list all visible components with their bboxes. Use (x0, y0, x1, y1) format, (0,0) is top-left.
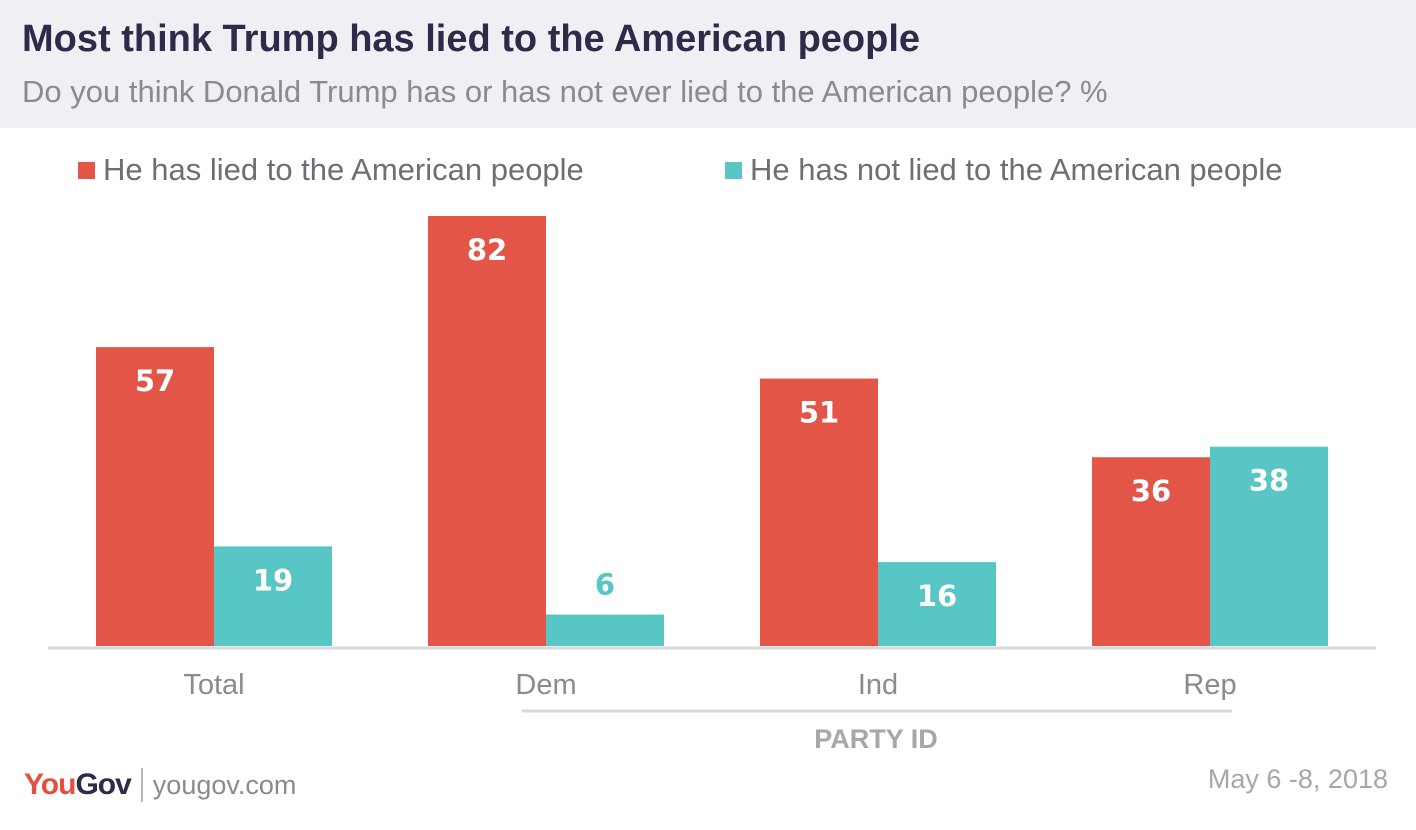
footer-brand: YouGov yougov.com (24, 765, 296, 805)
party-id-label: PARTY ID (814, 724, 938, 754)
bar-ind-series-1 (878, 562, 996, 646)
survey-date: May 6 -8, 2018 (1207, 764, 1388, 794)
category-label-total: Total (183, 669, 244, 701)
bar-total-series-0 (96, 347, 214, 646)
yougov-logo: YouGov (24, 768, 132, 801)
data-label-total-series-1: 19 (253, 563, 293, 597)
data-label-dem-series-0: 82 (467, 233, 507, 267)
bar-rep-series-1 (1210, 446, 1328, 646)
bar-rep-series-0 (1092, 457, 1210, 646)
legend-item-lied: He has lied to the American people (78, 150, 584, 190)
site-link[interactable]: yougov.com (152, 769, 297, 800)
logo-divider (140, 768, 143, 802)
legend-item-not-lied: He has not lied to the American people (725, 150, 1283, 190)
category-label-dem: Dem (515, 669, 576, 701)
bar-dem-series-0 (428, 216, 546, 646)
category-label-rep: Rep (1183, 669, 1236, 701)
bar-total-series-1 (214, 546, 332, 646)
data-label-ind-series-1: 16 (917, 579, 957, 613)
chart-subtitle: Do you think Donald Trump has or has not… (22, 74, 1108, 109)
chart-title: Most think Trump has lied to the America… (22, 18, 921, 60)
data-label-total-series-0: 57 (135, 364, 175, 398)
legend-label-lied: He has lied to the American people (103, 152, 584, 187)
bar-dem-series-1 (546, 614, 664, 646)
legend-label-not-lied: He has not lied to the American people (750, 152, 1283, 187)
data-label-ind-series-0: 51 (799, 396, 839, 430)
data-label-dem-series-1: 6 (595, 568, 615, 602)
legend-swatch-lied (78, 161, 95, 179)
category-label-ind: Ind (858, 669, 898, 701)
header-band: Most think Trump has lied to the America… (0, 0, 1416, 128)
data-label-rep-series-0: 36 (1131, 474, 1171, 508)
data-label-rep-series-1: 38 (1249, 464, 1289, 498)
bar-ind-series-0 (760, 378, 878, 646)
legend-swatch-not-lied (725, 161, 742, 179)
